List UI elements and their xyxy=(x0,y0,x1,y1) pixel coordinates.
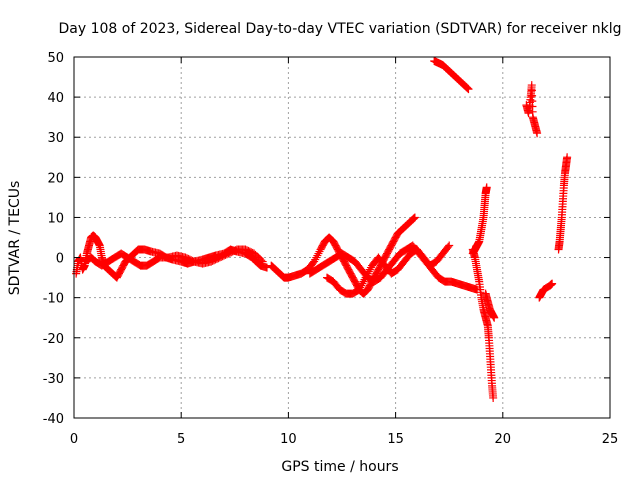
data-point xyxy=(359,277,368,286)
data-point xyxy=(463,84,472,93)
data-point xyxy=(410,214,419,223)
data-point xyxy=(463,83,472,92)
y-tick-label: 10 xyxy=(47,211,64,226)
data-point xyxy=(311,255,320,264)
y-tick-label: -30 xyxy=(43,372,64,387)
data-point xyxy=(361,273,370,282)
data-point xyxy=(362,271,371,280)
series-trace-f xyxy=(430,57,473,94)
data-point xyxy=(489,393,498,402)
data-point xyxy=(563,153,572,162)
y-tick-label: 20 xyxy=(47,171,64,186)
series-trace-c xyxy=(267,213,419,298)
data-point xyxy=(445,241,454,250)
y-tick-label: -10 xyxy=(43,292,64,307)
data-point xyxy=(410,213,419,222)
y-tick-label: -20 xyxy=(43,332,64,347)
series-trace-h xyxy=(468,183,491,258)
x-tick-label: 25 xyxy=(602,432,619,447)
data-point xyxy=(258,257,267,266)
data-point xyxy=(490,313,499,322)
data-point xyxy=(310,257,319,266)
chart-title: Day 108 of 2023, Sidereal Day-to-day VTE… xyxy=(59,21,622,37)
data-point xyxy=(313,251,322,260)
series-trace-i xyxy=(481,289,499,322)
data-point xyxy=(357,281,366,290)
y-tick-label: 50 xyxy=(47,51,64,66)
y-axis-label: SDTVAR / TECUs xyxy=(7,181,23,296)
series-trace-b xyxy=(80,245,267,270)
y-tick-label: 0 xyxy=(56,252,64,267)
data-point xyxy=(533,129,542,138)
y-axis-ticks: -40 -30 -20 -10 0 10 20 30 40 50 xyxy=(43,51,610,427)
x-axis-label: GPS time / hours xyxy=(281,459,398,475)
data-point xyxy=(356,283,365,292)
series-trace-d xyxy=(305,241,482,294)
data-point xyxy=(444,242,453,251)
data-point xyxy=(365,265,374,274)
data-point xyxy=(364,267,373,276)
x-tick-label: 5 xyxy=(177,432,185,447)
data-point xyxy=(464,85,473,94)
plot-frame xyxy=(73,56,611,419)
series-trace-g xyxy=(468,245,498,402)
data-point xyxy=(257,256,266,265)
data-points xyxy=(72,57,572,402)
gridlines xyxy=(74,57,610,418)
data-point xyxy=(548,279,557,288)
data-point xyxy=(315,247,324,256)
data-point xyxy=(314,249,323,258)
x-tick-label: 10 xyxy=(280,432,297,447)
y-tick-label: 30 xyxy=(47,131,64,146)
series-trace-j xyxy=(522,81,542,138)
series-trace-e xyxy=(322,241,454,298)
data-point xyxy=(482,183,491,192)
x-tick-label: 0 xyxy=(70,432,78,447)
x-tick-label: 15 xyxy=(387,432,404,447)
y-tick-label: -40 xyxy=(43,412,64,427)
series-trace-k xyxy=(535,279,557,302)
x-axis-ticks: 0 5 10 15 20 25 xyxy=(70,57,618,447)
y-tick-label: 40 xyxy=(47,91,64,106)
data-point xyxy=(360,275,369,284)
data-point xyxy=(312,253,321,262)
x-tick-label: 20 xyxy=(495,432,512,447)
data-point xyxy=(358,279,367,288)
data-point xyxy=(409,214,418,223)
data-point xyxy=(355,285,364,294)
data-point xyxy=(363,269,372,278)
series-trace-l xyxy=(554,153,572,254)
